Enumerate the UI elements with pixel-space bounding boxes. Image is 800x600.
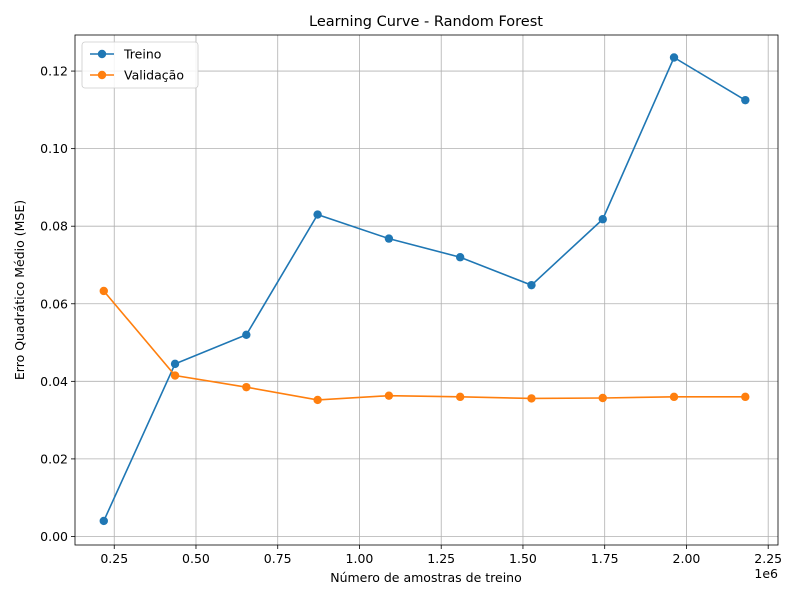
x-tick-label: 2.00 xyxy=(673,551,701,566)
x-tick-label: 1.75 xyxy=(591,551,619,566)
x-tick-label: 0.50 xyxy=(182,551,210,566)
data-point xyxy=(455,253,465,262)
data-point xyxy=(384,391,394,400)
legend-entry: Treino xyxy=(90,47,161,62)
x-axis-label: Número de amostras de treino xyxy=(330,570,522,585)
data-point xyxy=(598,393,607,403)
y-tick-label: 0.00 xyxy=(40,529,68,544)
x-tick-label: 2.25 xyxy=(754,551,782,566)
data-point xyxy=(242,382,251,392)
data-point xyxy=(99,516,108,526)
grid-layer xyxy=(75,35,778,545)
series-layer xyxy=(99,53,750,526)
series-line xyxy=(103,56,746,522)
legend-label: Validação xyxy=(124,68,184,83)
data-point xyxy=(170,371,180,380)
series-treino xyxy=(99,53,750,526)
series-line xyxy=(103,290,746,401)
x-axis-offset-label: 1e6 xyxy=(754,566,778,581)
data-point xyxy=(384,234,394,243)
x-tick-label: 1.00 xyxy=(346,551,374,566)
data-point xyxy=(669,392,679,402)
y-tick-label: 0.08 xyxy=(40,219,68,234)
y-tick-label: 0.10 xyxy=(40,141,68,156)
data-point xyxy=(313,395,322,405)
x-tick-label: 0.25 xyxy=(100,551,128,566)
series-validacao xyxy=(99,286,750,405)
x-tick-label: 1.25 xyxy=(427,551,455,566)
plot-frame xyxy=(74,34,779,546)
data-point xyxy=(170,359,180,369)
legend-entry: Validação xyxy=(90,68,184,83)
data-point xyxy=(99,286,108,296)
data-point xyxy=(741,392,750,402)
chart-title: Learning Curve - Random Forest xyxy=(309,14,543,30)
data-point xyxy=(455,392,465,402)
ticks-layer: 0.25 0.50 0.75 1.00 1.25 1.50 1.75 2.00 2.25 0.00… xyxy=(40,64,782,566)
legend: Treino Validação xyxy=(81,41,199,89)
data-point xyxy=(527,280,536,290)
data-point xyxy=(741,95,750,105)
y-tick-label: 0.06 xyxy=(40,296,68,311)
y-tick-label: 0.02 xyxy=(40,451,68,466)
legend-marker xyxy=(97,70,107,80)
data-point xyxy=(669,53,679,62)
x-tick-label: 0.75 xyxy=(264,551,292,566)
y-axis-label: Erro Quadrático Médio (MSE) xyxy=(12,200,27,380)
x-tick-label: 1.50 xyxy=(509,551,537,566)
legend-label: Treino xyxy=(123,47,161,62)
y-tick-label: 0.12 xyxy=(40,64,68,79)
data-point xyxy=(527,394,536,403)
data-point xyxy=(242,330,251,339)
data-point xyxy=(313,210,322,219)
legend-marker xyxy=(97,49,107,59)
data-point xyxy=(598,215,607,224)
y-tick-label: 0.04 xyxy=(40,374,68,389)
